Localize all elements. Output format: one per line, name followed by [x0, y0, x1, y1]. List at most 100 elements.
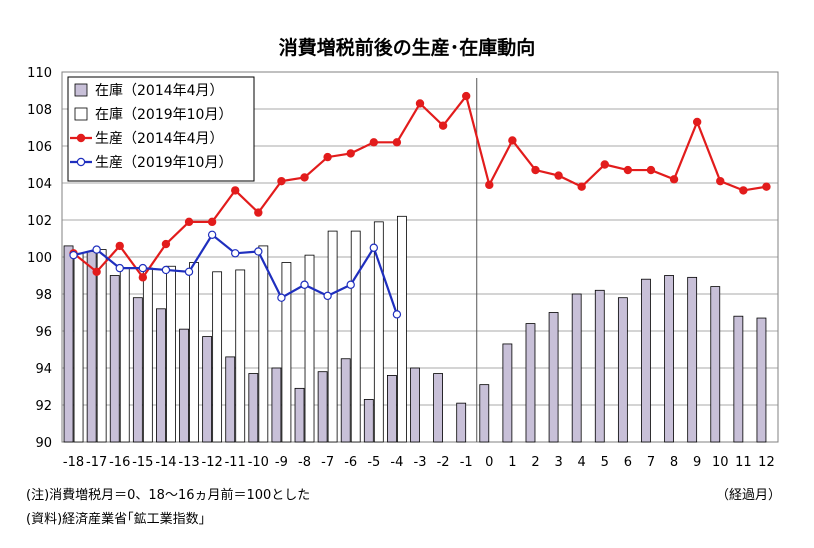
bar-inventory-2014 [294, 387, 305, 443]
bar-inventory-2014 [548, 312, 559, 443]
bar-inventory-2019 [397, 215, 407, 443]
bar-inventory-2019 [96, 249, 107, 443]
x-tick-label: -14 [155, 455, 176, 470]
bar-inventory-2019 [304, 254, 315, 443]
point-production-2019 [161, 265, 171, 275]
y-tick-label: 96 [35, 325, 52, 340]
bar-series [63, 215, 767, 443]
y-tick-label: 98 [35, 288, 52, 303]
point-production-2014 [231, 186, 240, 195]
point-production-2014 [692, 117, 702, 127]
bar-inventory-2014 [109, 275, 120, 443]
bar-inventory-2014 [63, 245, 74, 443]
point-production-2014 [762, 182, 771, 191]
point-production-2019 [277, 293, 286, 302]
point-production-2019 [346, 280, 355, 289]
bar-inventory-2014 [664, 275, 674, 443]
bar-inventory-2019 [212, 271, 223, 443]
bar-inventory-2019 [166, 265, 176, 443]
legend-label: 在庫（2014年4月） [95, 82, 224, 99]
bar-inventory-2014 [86, 251, 97, 443]
bar-inventory-2014 [271, 367, 282, 443]
x-tick-label: -8 [298, 455, 311, 470]
bar-inventory-2014 [687, 276, 698, 443]
x-tick-label: -3 [414, 455, 427, 470]
x-tick-label: -9 [275, 455, 288, 470]
x-axis-unit-label: （経過月） [716, 488, 782, 503]
bar-inventory-2014 [756, 317, 767, 443]
footnote-source: (資料)経済産業省｢鉱工業指数｣ [26, 512, 206, 527]
bar-inventory-2014 [433, 373, 443, 443]
legend-box [67, 76, 255, 182]
x-tick-label: -11 [225, 455, 246, 470]
point-production-2019 [115, 263, 124, 273]
point-production-2014 [300, 173, 309, 182]
point-production-2014 [508, 136, 517, 145]
bar-inventory-2014 [156, 308, 166, 443]
point-production-2014 [138, 273, 148, 282]
bar-inventory-2014 [594, 289, 605, 443]
point-production-2014 [369, 138, 379, 147]
x-tick-label: -17 [86, 455, 107, 470]
point-production-2019 [184, 267, 194, 276]
bar-inventory-2014 [456, 402, 467, 443]
x-tick-label: -5 [367, 455, 380, 470]
point-production-2019 [323, 291, 332, 301]
bar-inventory-2014 [387, 374, 397, 443]
x-tick-label: -10 [248, 455, 269, 470]
point-production-2014 [392, 138, 402, 147]
x-tick-label: 12 [758, 455, 775, 470]
x-tick-label: -2 [437, 455, 450, 470]
y-tick-label: 90 [35, 436, 52, 451]
point-production-2019 [207, 230, 217, 239]
point-production-2014 [623, 165, 633, 175]
legend-swatch-marker [76, 133, 86, 143]
point-production-2014 [346, 149, 355, 158]
bar-inventory-2014 [340, 358, 351, 443]
bar-inventory-2019 [258, 245, 269, 443]
legend-label: 在庫（2019年10月） [95, 106, 232, 123]
bar-inventory-2014 [641, 278, 651, 443]
legend: 在庫（2014年4月） 在庫（2019年10月） 生産（2014年4月） 生産（201… [67, 76, 255, 182]
y-tick-label: 110 [27, 66, 52, 81]
y-tick-label: 106 [27, 140, 52, 155]
x-tick-label: -7 [321, 455, 334, 470]
point-production-2014 [415, 99, 425, 108]
x-tick-label: 0 [485, 455, 493, 470]
y-tick-label: 92 [35, 399, 52, 414]
footnote-note: (注)消費増税月＝0、18～16ヵ月前＝100とした [26, 488, 311, 503]
x-tick-label: -16 [109, 455, 130, 470]
bar-inventory-2019 [235, 269, 246, 443]
point-production-2014 [438, 121, 448, 130]
bar-inventory-2019 [350, 230, 361, 443]
x-tick-label: 1 [508, 455, 516, 470]
bar-inventory-2014 [179, 328, 189, 443]
bar-inventory-2019 [119, 267, 130, 443]
point-production-2014 [646, 165, 656, 175]
point-production-2014 [554, 171, 563, 180]
x-tick-label: 11 [735, 455, 752, 470]
bar-inventory-2014 [202, 336, 213, 443]
bar-inventory-2019 [281, 262, 292, 443]
bar-inventory-2014 [363, 399, 374, 443]
bar-inventory-2014 [571, 293, 582, 443]
legend-label: 生産（2014年4月） [95, 131, 224, 147]
bar-inventory-2014 [710, 286, 721, 443]
x-tick-label: -15 [132, 455, 153, 470]
y-tick-label: 100 [27, 251, 52, 266]
x-tick-label: 2 [531, 455, 539, 470]
line-series [69, 91, 771, 319]
bar-inventory-2019 [189, 262, 199, 443]
bar-inventory-2019 [73, 252, 84, 443]
bar-inventory-2014 [132, 297, 143, 443]
point-production-2019 [138, 263, 148, 273]
point-production-2014 [600, 160, 609, 169]
legend-label: 生産（2019年10月） [95, 155, 232, 171]
bar-inventory-2014 [410, 367, 420, 443]
point-production-2014 [207, 217, 217, 227]
y-tick-label: 108 [27, 103, 52, 118]
point-production-2014 [716, 176, 725, 186]
y-tick-label: 104 [27, 177, 52, 192]
x-tick-label: -12 [202, 455, 223, 470]
